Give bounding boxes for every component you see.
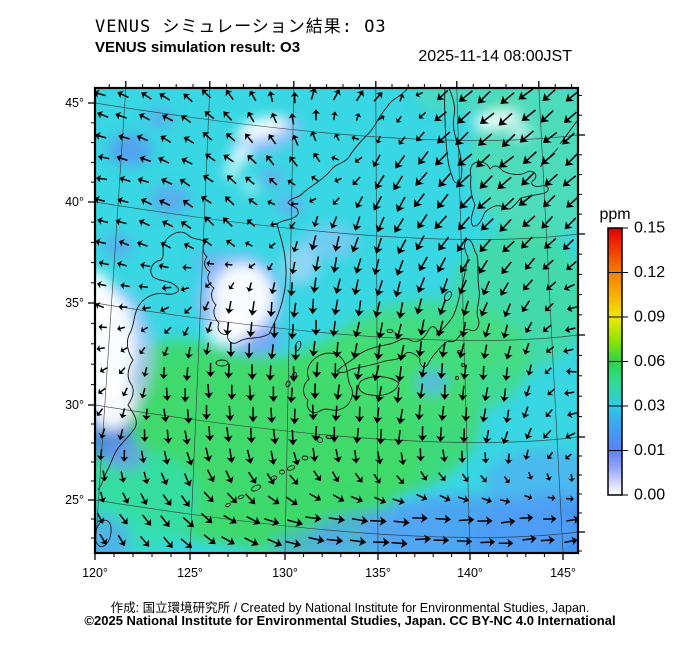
colorbar-tick-label: 0.15 — [634, 220, 665, 237]
y-tick-label: 45° — [65, 96, 84, 110]
colorbar-tick-label: 0.12 — [634, 264, 665, 281]
footer-license: ©2025 National Institute for Environment… — [84, 613, 616, 628]
y-tick-label: 35° — [65, 296, 84, 310]
colorbar-unit-label: ppm — [599, 206, 630, 223]
axis-ticks — [88, 81, 585, 560]
axis-labels: 120° 125° 130° 135° 140° 145° 45° 40° 35° 30° 25° — [65, 96, 576, 580]
footer-credit: 作成: 国立環境研究所 / Created by National Instit… — [110, 601, 590, 615]
colorbar-tick-label: 0.09 — [634, 309, 665, 326]
colorbar-tick-label: 0.03 — [634, 398, 665, 415]
y-tick-label: 25° — [65, 493, 84, 507]
page-title-japanese: VENUS シミュレーション結果: O3 — [95, 17, 387, 37]
x-tick-label: 145° — [550, 566, 576, 580]
x-tick-label: 125° — [177, 566, 203, 580]
simulation-timestamp: 2025-11-14 08:00JST — [418, 48, 572, 65]
y-tick-label: 40° — [65, 195, 84, 209]
x-tick-label: 130° — [272, 566, 298, 580]
colorbar-tick-label: 0.00 — [634, 487, 665, 504]
y-tick-label: 30° — [65, 398, 84, 412]
o3-heatmap — [95, 88, 578, 553]
x-tick-label: 135° — [365, 566, 391, 580]
x-tick-label: 140° — [457, 566, 483, 580]
map-frame — [93, 86, 580, 555]
colorbar-tick-label: 0.01 — [634, 442, 665, 459]
colorbar-tick-label: 0.06 — [634, 353, 665, 370]
wind-arrows — [95, 88, 578, 549]
page-title-english: VENUS simulation result: O3 — [95, 39, 301, 56]
x-tick-label: 120° — [82, 566, 108, 580]
